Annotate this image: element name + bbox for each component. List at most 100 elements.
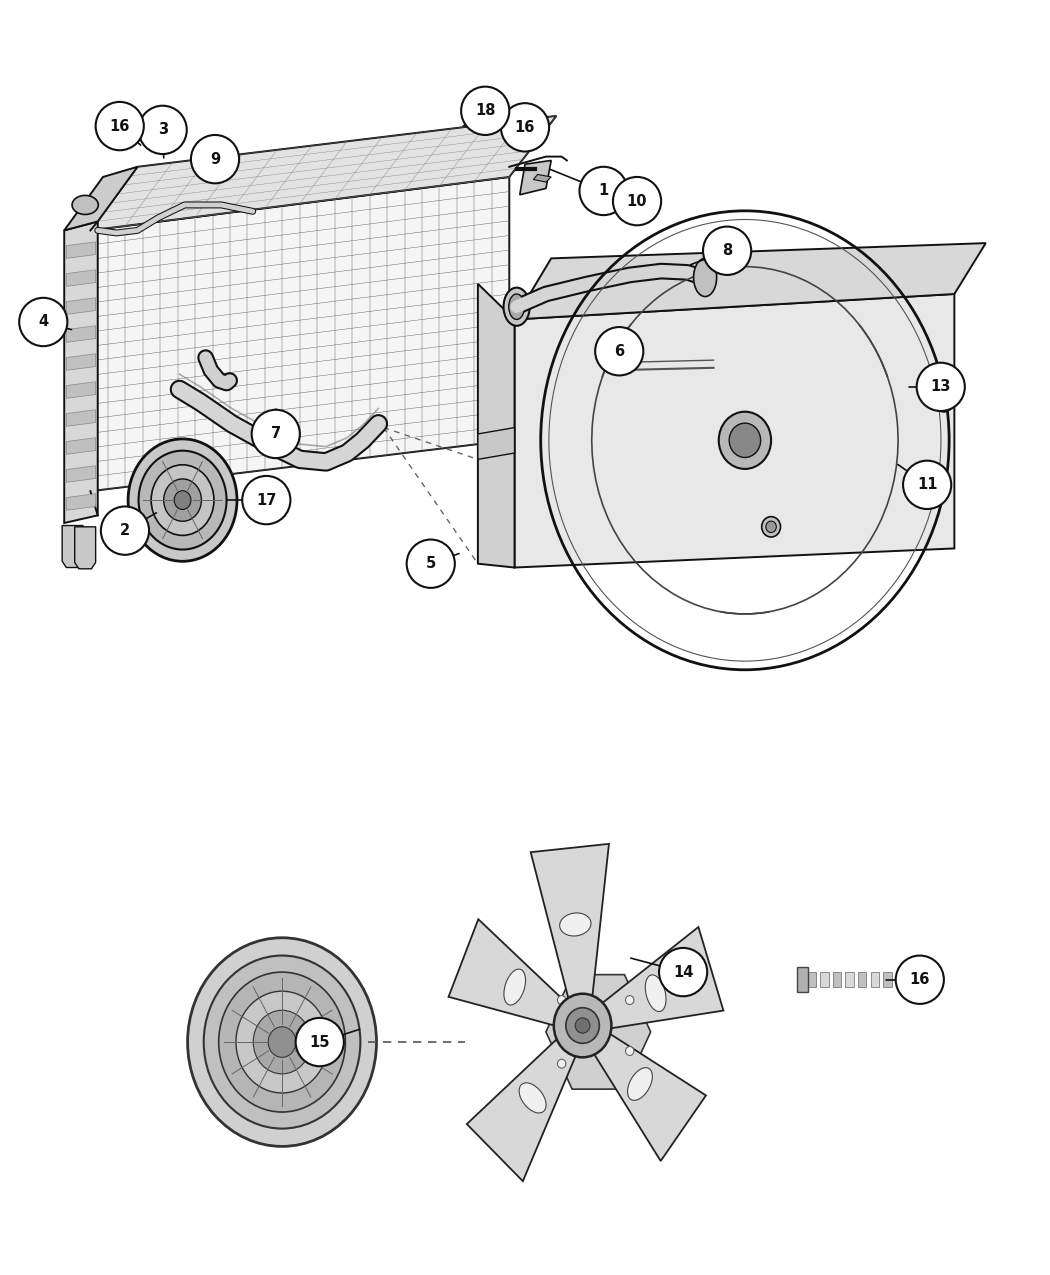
Polygon shape — [858, 972, 866, 987]
Ellipse shape — [626, 996, 634, 1005]
Polygon shape — [530, 844, 609, 1007]
Ellipse shape — [646, 975, 666, 1011]
Polygon shape — [820, 972, 828, 987]
Ellipse shape — [765, 521, 776, 533]
Text: 18: 18 — [475, 103, 496, 119]
Ellipse shape — [560, 913, 591, 936]
Ellipse shape — [296, 1017, 343, 1066]
Ellipse shape — [659, 947, 708, 996]
Polygon shape — [807, 972, 816, 987]
Ellipse shape — [139, 106, 187, 154]
Text: 17: 17 — [256, 492, 276, 507]
Polygon shape — [66, 437, 96, 454]
Polygon shape — [448, 919, 570, 1028]
Ellipse shape — [719, 412, 771, 469]
Polygon shape — [66, 493, 96, 510]
Polygon shape — [467, 1033, 579, 1181]
Polygon shape — [514, 244, 986, 320]
Text: 6: 6 — [614, 344, 625, 358]
Ellipse shape — [501, 103, 549, 152]
Ellipse shape — [164, 479, 202, 521]
Ellipse shape — [174, 491, 191, 510]
Ellipse shape — [628, 1067, 652, 1100]
Text: 4: 4 — [38, 315, 48, 329]
Polygon shape — [478, 427, 514, 459]
Ellipse shape — [558, 996, 566, 1005]
Polygon shape — [62, 525, 83, 567]
Text: 3: 3 — [158, 122, 168, 138]
Text: 8: 8 — [722, 244, 732, 259]
Text: 11: 11 — [917, 477, 938, 492]
Polygon shape — [66, 326, 96, 343]
Ellipse shape — [729, 423, 760, 458]
Ellipse shape — [694, 259, 717, 297]
Polygon shape — [66, 298, 96, 315]
Text: 9: 9 — [210, 152, 220, 167]
Ellipse shape — [575, 1017, 590, 1033]
Text: 13: 13 — [930, 380, 951, 394]
Text: 16: 16 — [909, 973, 930, 987]
Ellipse shape — [243, 476, 291, 524]
Polygon shape — [883, 972, 891, 987]
Ellipse shape — [595, 328, 644, 375]
Polygon shape — [66, 270, 96, 287]
Polygon shape — [64, 167, 138, 231]
Ellipse shape — [566, 1007, 600, 1043]
Text: 5: 5 — [425, 556, 436, 571]
Ellipse shape — [580, 167, 628, 215]
Polygon shape — [66, 409, 96, 426]
Polygon shape — [896, 972, 904, 987]
Ellipse shape — [253, 1010, 311, 1074]
Polygon shape — [66, 353, 96, 370]
Ellipse shape — [128, 439, 237, 561]
Ellipse shape — [917, 362, 965, 411]
Polygon shape — [90, 177, 509, 491]
Ellipse shape — [191, 135, 239, 184]
Polygon shape — [833, 972, 841, 987]
Ellipse shape — [903, 460, 951, 509]
Ellipse shape — [938, 386, 950, 404]
Polygon shape — [75, 527, 96, 569]
Ellipse shape — [461, 87, 509, 135]
Polygon shape — [870, 972, 879, 987]
Polygon shape — [533, 175, 551, 182]
Polygon shape — [90, 116, 556, 231]
Polygon shape — [590, 1029, 706, 1162]
Ellipse shape — [626, 1047, 634, 1056]
Polygon shape — [596, 927, 723, 1029]
Polygon shape — [478, 284, 514, 567]
Ellipse shape — [188, 937, 377, 1146]
Text: 1: 1 — [598, 184, 609, 199]
Polygon shape — [66, 242, 96, 259]
Text: 10: 10 — [627, 194, 647, 209]
Ellipse shape — [896, 955, 944, 1003]
Ellipse shape — [613, 177, 662, 226]
Ellipse shape — [204, 955, 360, 1128]
Polygon shape — [514, 295, 954, 567]
Ellipse shape — [932, 380, 956, 412]
Ellipse shape — [252, 409, 300, 458]
Polygon shape — [64, 222, 98, 523]
Text: 14: 14 — [673, 965, 693, 979]
Ellipse shape — [101, 506, 149, 555]
Text: 2: 2 — [120, 523, 130, 538]
Ellipse shape — [704, 227, 751, 275]
Polygon shape — [845, 972, 854, 987]
Ellipse shape — [519, 1082, 546, 1113]
Ellipse shape — [72, 195, 99, 214]
Ellipse shape — [504, 288, 529, 326]
Polygon shape — [66, 465, 96, 482]
Polygon shape — [520, 161, 551, 195]
Polygon shape — [797, 966, 807, 992]
Ellipse shape — [406, 539, 455, 588]
Ellipse shape — [139, 450, 227, 550]
Polygon shape — [66, 381, 96, 398]
Ellipse shape — [151, 465, 214, 536]
Ellipse shape — [553, 993, 611, 1057]
Ellipse shape — [236, 991, 328, 1093]
Ellipse shape — [504, 969, 526, 1005]
Ellipse shape — [761, 516, 780, 537]
Text: 16: 16 — [109, 119, 130, 134]
Text: 15: 15 — [310, 1034, 330, 1049]
Ellipse shape — [558, 1060, 566, 1068]
